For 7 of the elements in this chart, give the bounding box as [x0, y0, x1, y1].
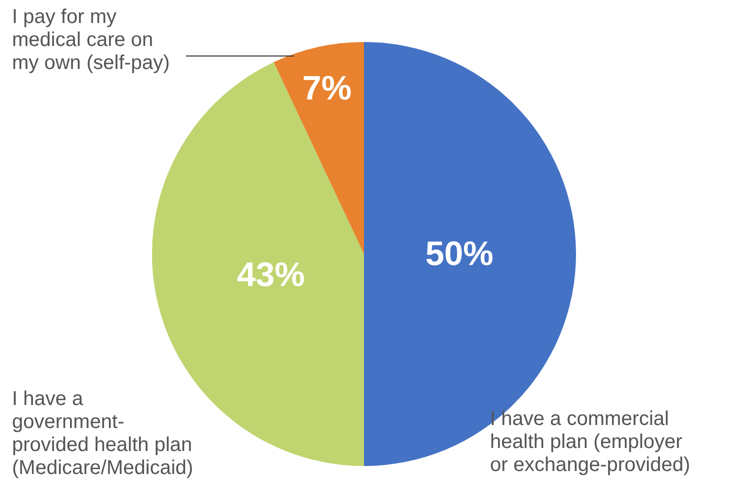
- data-label: 7%: [302, 69, 352, 108]
- slice-label: I have a commercial health plan (employer or exchange-provided): [490, 408, 690, 477]
- pie-slice: [274, 42, 364, 254]
- data-label: 43%: [236, 256, 305, 294]
- data-label: 50%: [425, 235, 494, 273]
- slice-label: I have a government- provided health plan (Medicare/Medicaid): [12, 388, 194, 480]
- slice-label: I pay for my medical care on my own (self-pay): [12, 6, 170, 75]
